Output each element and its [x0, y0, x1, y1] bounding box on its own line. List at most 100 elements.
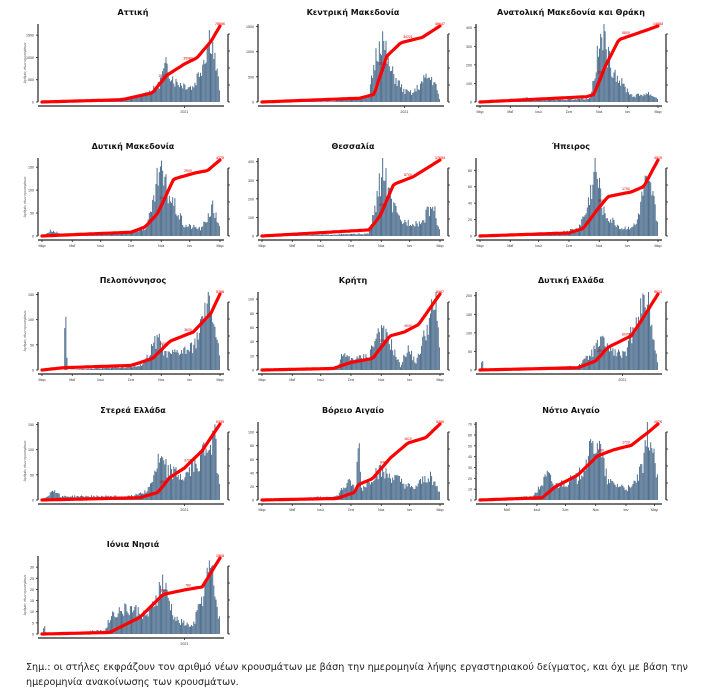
daily-cases-bar	[171, 469, 173, 500]
daily-cases-bar	[172, 615, 174, 634]
daily-cases-bar	[188, 87, 190, 102]
daily-cases-bar	[607, 47, 609, 102]
daily-cases-bar	[533, 100, 535, 102]
daily-cases-bar	[164, 176, 166, 236]
daily-cases-bar	[374, 70, 376, 102]
daily-cases-bar	[631, 343, 633, 370]
daily-cases-bar	[413, 488, 415, 500]
daily-cases-bar	[631, 227, 633, 236]
daily-cases-bar	[616, 352, 618, 370]
x-tick-label: Μαΐ	[289, 378, 295, 382]
mid-value-label: 900	[598, 199, 604, 203]
daily-cases-bar	[118, 367, 120, 370]
daily-cases-bar	[383, 325, 385, 370]
daily-cases-bar	[542, 100, 544, 102]
daily-cases-bar	[66, 357, 68, 370]
daily-cases-bar	[145, 358, 147, 370]
daily-cases-bar	[364, 233, 366, 236]
daily-cases-bar	[615, 486, 617, 500]
daily-cases-bar	[202, 444, 204, 500]
y-tick-label: 150	[466, 313, 472, 317]
daily-cases-bar	[166, 589, 168, 634]
x-tick-label: Ιαν	[625, 110, 630, 114]
y-axis-label: Αριθμός νέων κρουσμάτων	[23, 176, 27, 217]
x-tick-label: Ιουλ	[535, 110, 542, 114]
daily-cases-bar	[620, 85, 622, 102]
daily-cases-bar	[654, 463, 656, 500]
daily-cases-bar	[640, 298, 642, 370]
daily-cases-bar	[616, 75, 618, 102]
daily-cases-bar	[334, 101, 336, 102]
mid-value-label: 1750	[622, 187, 630, 191]
daily-cases-bar	[319, 101, 321, 102]
daily-cases-bar	[97, 368, 99, 370]
daily-cases-bar	[406, 486, 408, 500]
daily-cases-bar	[133, 231, 135, 236]
daily-cases-bar	[314, 234, 316, 236]
daily-cases-bar	[342, 356, 344, 370]
daily-cases-bar	[362, 359, 364, 370]
daily-cases-bar	[367, 97, 369, 102]
daily-cases-bar	[650, 182, 652, 236]
daily-cases-bar	[639, 95, 641, 102]
daily-cases-bar	[326, 101, 328, 102]
daily-cases-bar	[202, 226, 204, 236]
daily-cases-bar	[405, 357, 407, 370]
daily-cases-bar	[135, 95, 137, 102]
daily-cases-bar	[553, 485, 555, 500]
y-tick-label: 20	[468, 218, 472, 222]
daily-cases-bar	[389, 195, 391, 236]
daily-cases-bar	[336, 100, 338, 102]
daily-cases-bar	[162, 457, 164, 500]
daily-cases-bar	[113, 367, 115, 370]
daily-cases-bar	[433, 82, 435, 102]
daily-cases-bar	[124, 367, 126, 370]
mid-value-label: 39083	[183, 56, 193, 60]
daily-cases-bar	[168, 195, 170, 236]
daily-cases-bar	[206, 303, 208, 370]
daily-cases-bar	[385, 468, 387, 500]
daily-cases-bar	[53, 491, 55, 500]
end-value-label: 14083	[653, 22, 663, 26]
daily-cases-bar	[156, 605, 158, 634]
daily-cases-bar	[128, 615, 130, 634]
daily-cases-bar	[186, 622, 188, 634]
daily-cases-bar	[399, 219, 401, 236]
daily-cases-bar	[651, 95, 653, 102]
daily-cases-bar	[592, 440, 594, 500]
daily-cases-bar	[436, 225, 438, 236]
daily-cases-bar	[434, 206, 436, 236]
daily-cases-bar	[586, 99, 588, 102]
x-tick-label: Ιαν	[407, 244, 412, 248]
daily-cases-bar	[652, 191, 654, 236]
daily-cases-bar	[159, 340, 161, 370]
daily-cases-bar	[359, 98, 361, 102]
daily-cases-bar	[404, 488, 406, 500]
daily-cases-bar	[419, 83, 421, 102]
daily-cases-bar	[637, 316, 639, 370]
daily-cases-bar	[356, 356, 358, 370]
daily-cases-bar	[157, 599, 159, 634]
mid-value-label: 840	[380, 460, 386, 464]
daily-cases-bar	[87, 368, 89, 370]
daily-cases-bar	[587, 98, 589, 102]
daily-cases-bar	[604, 213, 606, 236]
daily-cases-bar	[94, 368, 96, 370]
end-value-label: 9613	[654, 290, 662, 294]
daily-cases-bar	[167, 351, 169, 370]
daily-cases-bar	[642, 195, 644, 236]
daily-cases-bar	[368, 94, 370, 102]
daily-cases-bar	[433, 210, 435, 236]
daily-cases-bar	[354, 490, 356, 500]
daily-cases-bar	[171, 202, 173, 236]
daily-cases-bar	[402, 483, 404, 500]
daily-cases-bar	[621, 228, 623, 236]
daily-cases-bar	[183, 480, 185, 500]
mid-value-label: 2900	[379, 339, 387, 343]
daily-cases-bar	[308, 234, 310, 236]
daily-cases-bar	[164, 350, 166, 370]
daily-cases-bar	[570, 98, 572, 102]
daily-cases-bar	[333, 234, 335, 236]
daily-cases-bar	[327, 101, 329, 102]
y-tick-label: 5	[32, 621, 34, 625]
